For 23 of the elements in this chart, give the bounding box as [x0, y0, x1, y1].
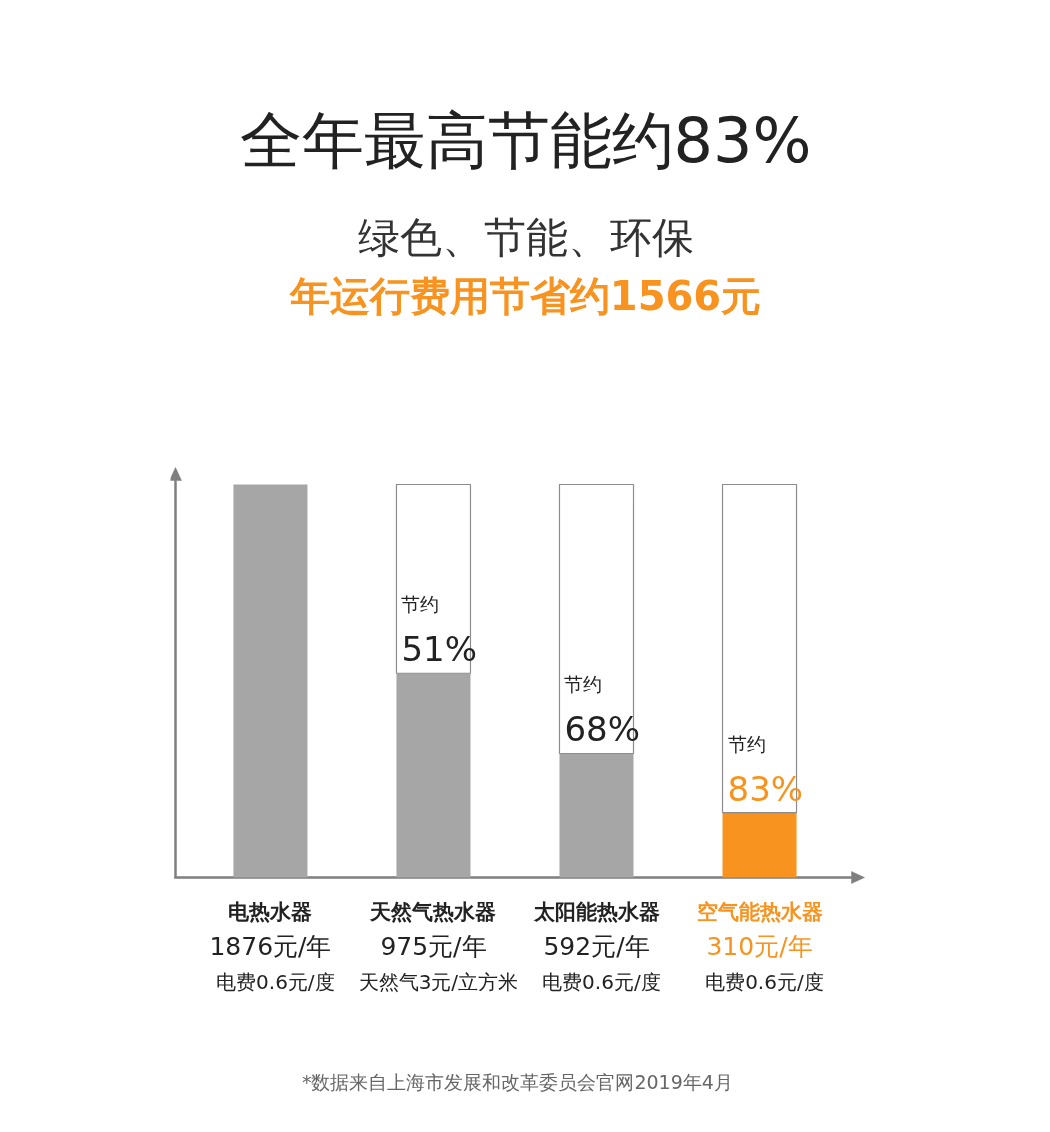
chart-subtitle: 绿色、节能、环保	[357, 212, 694, 262]
data-label: 节约 51%	[401, 593, 478, 670]
bar	[559, 753, 634, 878]
x-tick-label: 空气能热水器	[696, 899, 823, 924]
text: 年运行费用节省约1566元	[288, 272, 762, 319]
data-label: 310元/年	[706, 932, 813, 961]
text: *数据来自上海市发展和改革委员会官网2019年4月	[301, 1070, 733, 1093]
data-label: 节约 83%	[727, 732, 804, 809]
data-label: 592元/年	[543, 932, 650, 961]
data-label: 节约 68%	[564, 673, 641, 750]
bar	[233, 484, 308, 878]
bar	[396, 673, 471, 878]
x-tick-label: 电热水器	[228, 899, 313, 924]
data-label: 1876元/年	[209, 932, 332, 961]
text: 电费0.6元/度	[542, 969, 661, 994]
bar	[722, 812, 797, 878]
x-tick-label: 太阳能热水器	[532, 899, 660, 924]
text: 电费0.6元/度	[705, 969, 824, 994]
chart-title: 全年最高节能约83%	[239, 103, 812, 177]
x-tick-label: 天然气热水器	[369, 899, 497, 924]
text: 电费0.6元/度	[216, 969, 335, 994]
text: 天然气3元/立方米	[358, 969, 519, 994]
data-label: 975元/年	[380, 932, 487, 961]
